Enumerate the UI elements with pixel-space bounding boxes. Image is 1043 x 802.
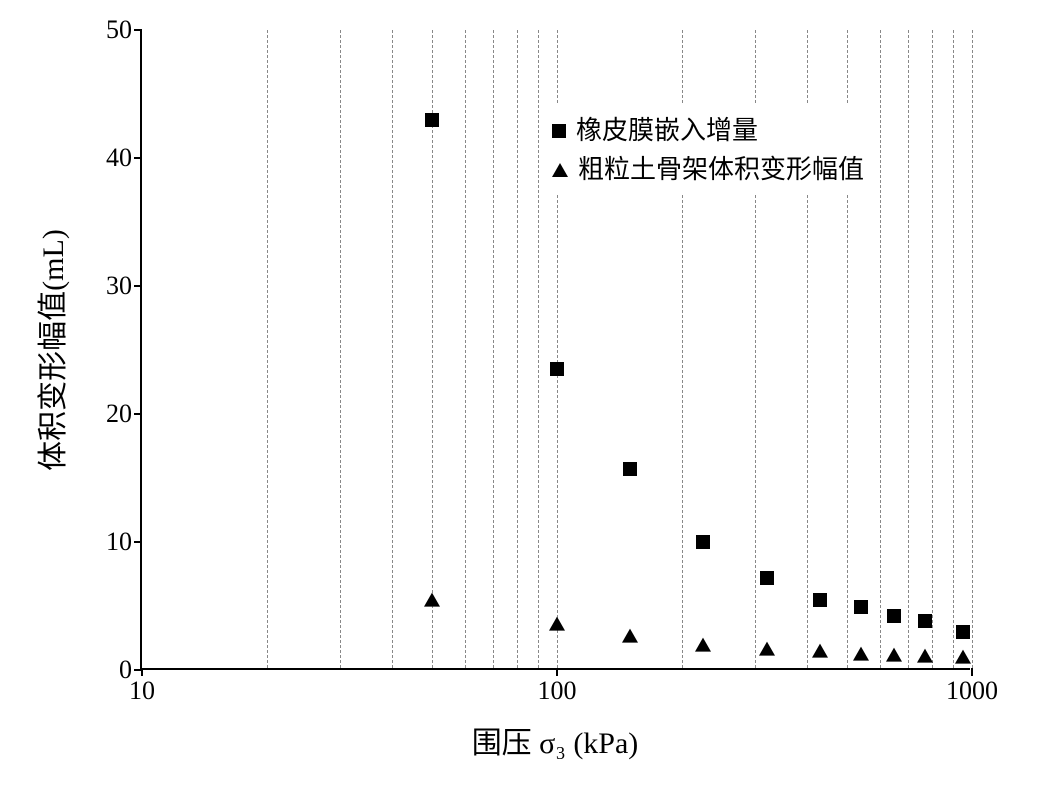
data-point [696, 535, 710, 549]
data-point [759, 641, 775, 655]
y-tick-mark [134, 285, 142, 287]
gridline [392, 30, 393, 668]
data-point [695, 637, 711, 651]
gridline [493, 30, 494, 668]
data-point [955, 650, 971, 664]
data-point [622, 628, 638, 642]
data-point [886, 648, 902, 662]
data-point [854, 600, 868, 614]
gridline [267, 30, 268, 668]
gridline [972, 30, 973, 668]
y-tick-mark [134, 541, 142, 543]
data-point [549, 617, 565, 631]
legend-label: 粗粒土骨架体积变形幅值 [578, 150, 864, 189]
x-tick-mark [971, 668, 973, 676]
legend-item: 粗粒土骨架体积变形幅值 [552, 150, 864, 189]
data-point [424, 592, 440, 606]
gridline [880, 30, 881, 668]
data-point [887, 609, 901, 623]
gridline [538, 30, 539, 668]
data-point [623, 462, 637, 476]
y-tick-mark [134, 157, 142, 159]
data-point [425, 113, 439, 127]
y-axis-label: 体积变形幅值(mL) [28, 229, 72, 471]
gridline [465, 30, 466, 668]
data-point [812, 644, 828, 658]
legend-item: 橡皮膜嵌入增量 [552, 111, 864, 150]
gridline [517, 30, 518, 668]
triangle-marker-icon [552, 163, 568, 177]
y-tick-mark [134, 669, 142, 671]
legend: 橡皮膜嵌入增量粗粒土骨架体积变形幅值 [540, 105, 876, 195]
data-point [813, 593, 827, 607]
gridline [932, 30, 933, 668]
data-point [956, 625, 970, 639]
x-tick-mark [556, 668, 558, 676]
gridline [908, 30, 909, 668]
chart-container: 10100100001020304050 体积变形幅值(mL) 围压 σ₃ (k… [0, 0, 1043, 802]
data-point [917, 649, 933, 663]
data-point [760, 571, 774, 585]
y-tick-mark [134, 413, 142, 415]
data-point [918, 614, 932, 628]
data-point [853, 646, 869, 660]
data-point [550, 362, 564, 376]
y-tick-mark [134, 29, 142, 31]
gridline [953, 30, 954, 668]
square-marker-icon [552, 124, 566, 138]
x-axis-label: 围压 σ₃ (kPa) [472, 718, 639, 762]
gridline [340, 30, 341, 668]
legend-label: 橡皮膜嵌入增量 [576, 111, 758, 150]
